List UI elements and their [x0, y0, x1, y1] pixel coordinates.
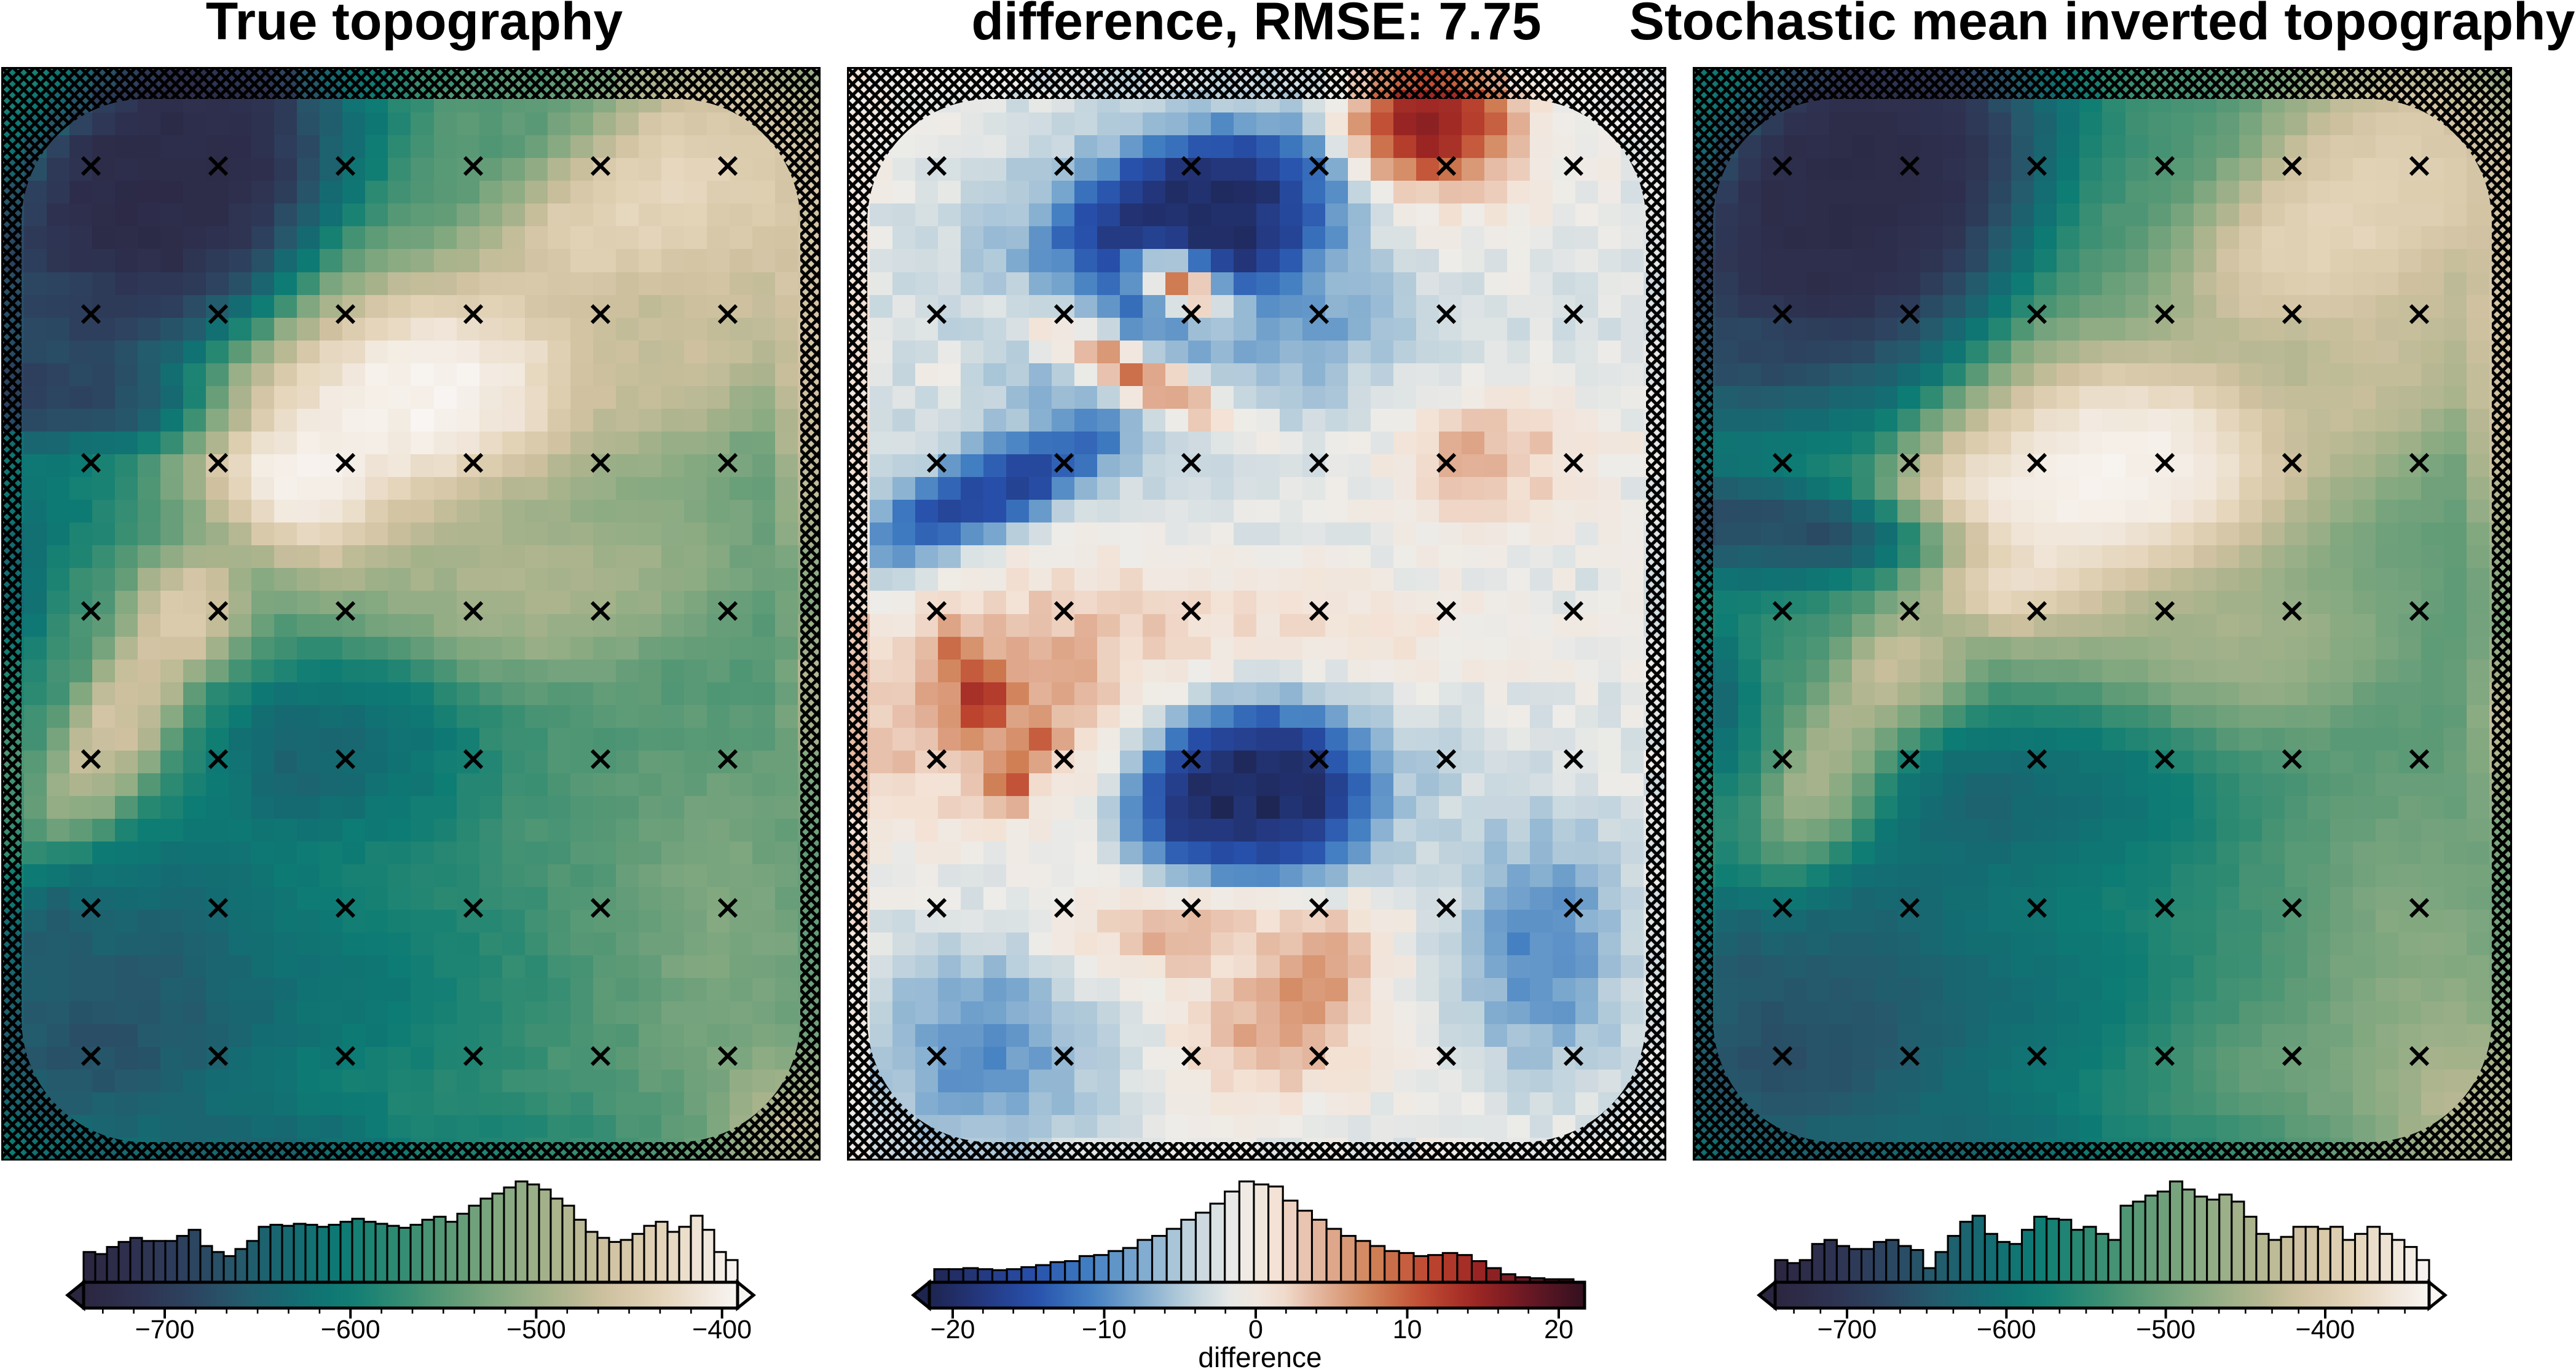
- svg-text:difference, RMSE: 7.75: difference, RMSE: 7.75: [971, 0, 1541, 51]
- svg-text:Stochastic mean inverted topog: Stochastic mean inverted topography: [1629, 0, 2575, 51]
- svg-text:True topography: True topography: [206, 0, 623, 51]
